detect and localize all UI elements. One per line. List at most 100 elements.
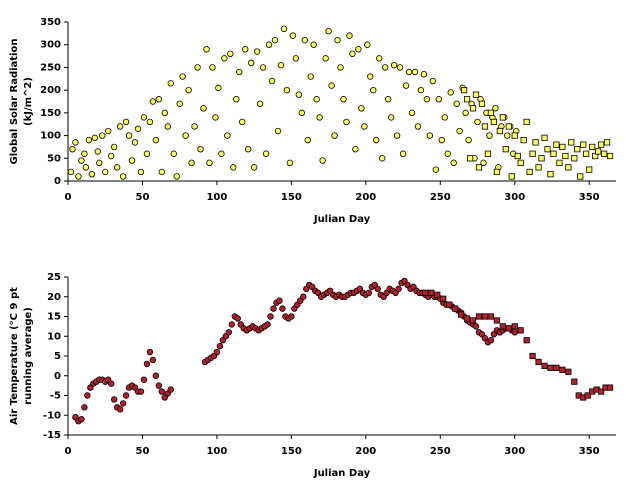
point: [244, 145, 252, 153]
y-tick-label: 300: [40, 40, 61, 51]
point: [584, 392, 591, 399]
point: [179, 73, 186, 80]
point: [78, 157, 85, 164]
point: [571, 378, 578, 385]
point: [233, 96, 240, 103]
point: [553, 141, 560, 148]
point: [349, 50, 356, 57]
point: [472, 91, 480, 98]
point: [535, 358, 542, 366]
point: [110, 396, 118, 403]
point: [164, 123, 171, 130]
point: [185, 86, 192, 94]
point: [247, 59, 255, 67]
point: [469, 317, 477, 324]
point: [197, 145, 204, 153]
y-tick-label: -5: [50, 391, 61, 402]
y-tick-label: 250: [40, 62, 61, 73]
point: [152, 372, 160, 379]
point: [105, 127, 112, 135]
point: [387, 114, 395, 121]
x-tick-label: 100: [206, 446, 227, 457]
point: [417, 86, 425, 94]
point: [328, 82, 335, 89]
point: [508, 173, 515, 180]
x-tick-label: 300: [504, 192, 525, 203]
point: [553, 364, 560, 371]
point: [517, 327, 524, 334]
point: [137, 388, 145, 395]
point: [358, 105, 365, 112]
point: [128, 157, 136, 164]
y-axis-label: Global Solar Radiation: [9, 39, 20, 165]
point: [131, 139, 139, 146]
point: [170, 150, 177, 157]
point: [481, 313, 489, 320]
point: [352, 145, 359, 153]
point: [463, 315, 471, 322]
y-tick-label: 15: [47, 312, 61, 323]
point: [99, 132, 106, 139]
point: [343, 118, 350, 126]
point: [283, 86, 291, 94]
point: [94, 148, 101, 155]
point: [408, 109, 416, 117]
point: [225, 329, 233, 336]
point: [423, 96, 431, 103]
point: [547, 364, 554, 371]
point: [167, 386, 174, 393]
point: [268, 77, 276, 85]
point: [274, 127, 282, 135]
point: [505, 325, 512, 332]
y-axis-label: (kJ/m^2): [23, 77, 34, 126]
point: [256, 100, 264, 107]
point: [586, 166, 593, 173]
point: [270, 305, 277, 312]
point: [370, 86, 377, 94]
point: [432, 166, 440, 173]
point: [411, 68, 419, 76]
point: [478, 100, 486, 107]
point: [364, 41, 371, 48]
point: [490, 118, 497, 126]
point: [319, 157, 326, 164]
point: [143, 360, 151, 368]
point: [242, 46, 249, 53]
point: [600, 150, 608, 157]
point: [472, 323, 480, 330]
point: [113, 164, 121, 171]
point: [511, 329, 518, 336]
point: [161, 109, 168, 117]
point: [346, 32, 353, 39]
x-tick-label: 150: [281, 446, 302, 457]
point: [337, 64, 344, 71]
point: [481, 123, 489, 130]
point: [571, 155, 578, 162]
point: [301, 36, 308, 44]
point: [458, 311, 465, 318]
point: [295, 91, 303, 98]
point: [428, 289, 435, 296]
point: [376, 55, 383, 62]
point: [550, 150, 557, 157]
point: [292, 55, 300, 62]
point: [556, 159, 563, 166]
point: [253, 48, 261, 55]
point: [325, 27, 332, 35]
point: [116, 406, 124, 413]
point: [239, 118, 246, 126]
point: [85, 136, 93, 144]
point: [137, 168, 145, 176]
point: [122, 118, 130, 126]
point: [466, 155, 474, 162]
point: [505, 123, 512, 130]
point: [224, 132, 231, 139]
point: [487, 337, 495, 344]
point: [487, 109, 495, 116]
point: [310, 41, 317, 48]
point: [194, 64, 201, 71]
point: [361, 123, 368, 130]
point: [381, 64, 389, 71]
